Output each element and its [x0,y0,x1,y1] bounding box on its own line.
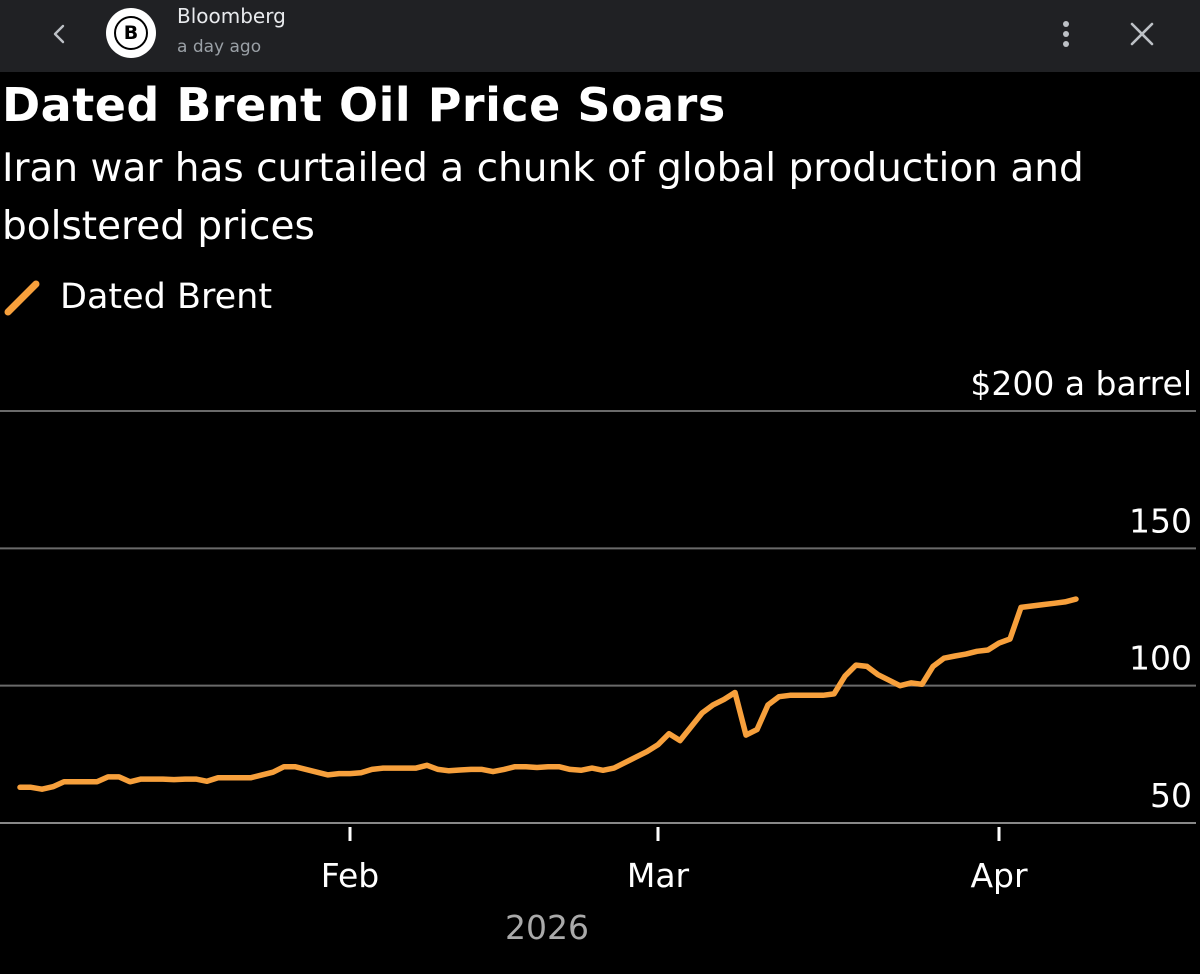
source-header-bar: B Bloomberg a day ago [0,0,1200,72]
close-icon [1130,22,1154,46]
series [17,596,1079,792]
chart-title: Dated Brent Oil Price Soars [2,78,726,132]
more-options-button[interactable] [1046,14,1086,54]
series-line-dated-brent [17,596,1079,792]
x-tick-label-mar: Mar [627,856,690,895]
source-name[interactable]: Bloomberg [177,4,286,28]
back-button[interactable] [40,14,80,54]
logo-letter: B [114,16,148,50]
y-tick-label-150: 150 [1129,501,1192,540]
y-axis-labels: $200 a barrel 150 100 50 [970,364,1192,815]
x-tick-label-apr: Apr [970,856,1028,895]
x-tick-label-feb: Feb [321,856,379,895]
bloomberg-logo: B [106,8,156,58]
x-axis-year-label: 2026 [505,908,589,947]
more-vert-icon [1063,21,1069,47]
y-tick-label-200: $200 a barrel [970,364,1192,403]
gridlines [0,410,1196,824]
y-tick-label-50: 50 [1150,776,1192,815]
chart-subtitle: Iran war has curtailed a chunk of global… [2,146,1084,249]
close-button[interactable] [1122,14,1162,54]
line-chart: $200 a barrel 150 100 50 Feb Mar Apr 2026 [0,364,1196,947]
x-axis: Feb Mar Apr 2026 [321,827,1028,947]
y-tick-label-100: 100 [1129,639,1192,678]
legend-swatch [4,280,40,316]
post-timestamp: a day ago [177,37,262,57]
chevron-left-icon [53,24,65,44]
chart-legend: Dated Brent [0,272,272,322]
legend-label: Dated Brent [60,277,273,317]
